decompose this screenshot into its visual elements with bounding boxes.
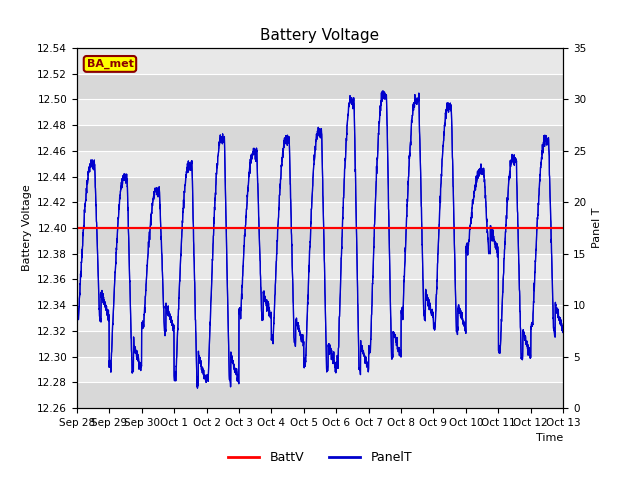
Bar xyxy=(77,228,563,254)
Bar xyxy=(77,151,563,177)
Bar xyxy=(77,357,563,382)
Bar xyxy=(77,254,563,279)
Bar xyxy=(77,99,563,125)
Bar xyxy=(77,279,563,305)
Bar xyxy=(77,305,563,331)
Legend: BattV, PanelT: BattV, PanelT xyxy=(223,446,417,469)
X-axis label: Time: Time xyxy=(536,433,563,443)
Bar xyxy=(77,125,563,151)
Bar xyxy=(77,74,563,99)
Title: Battery Voltage: Battery Voltage xyxy=(260,28,380,43)
Y-axis label: Panel T: Panel T xyxy=(592,208,602,248)
Y-axis label: Battery Voltage: Battery Voltage xyxy=(22,185,31,271)
Bar xyxy=(77,382,563,408)
Bar xyxy=(77,202,563,228)
Bar xyxy=(77,331,563,357)
Bar xyxy=(77,177,563,202)
Text: BA_met: BA_met xyxy=(86,59,133,69)
Bar xyxy=(77,48,563,74)
